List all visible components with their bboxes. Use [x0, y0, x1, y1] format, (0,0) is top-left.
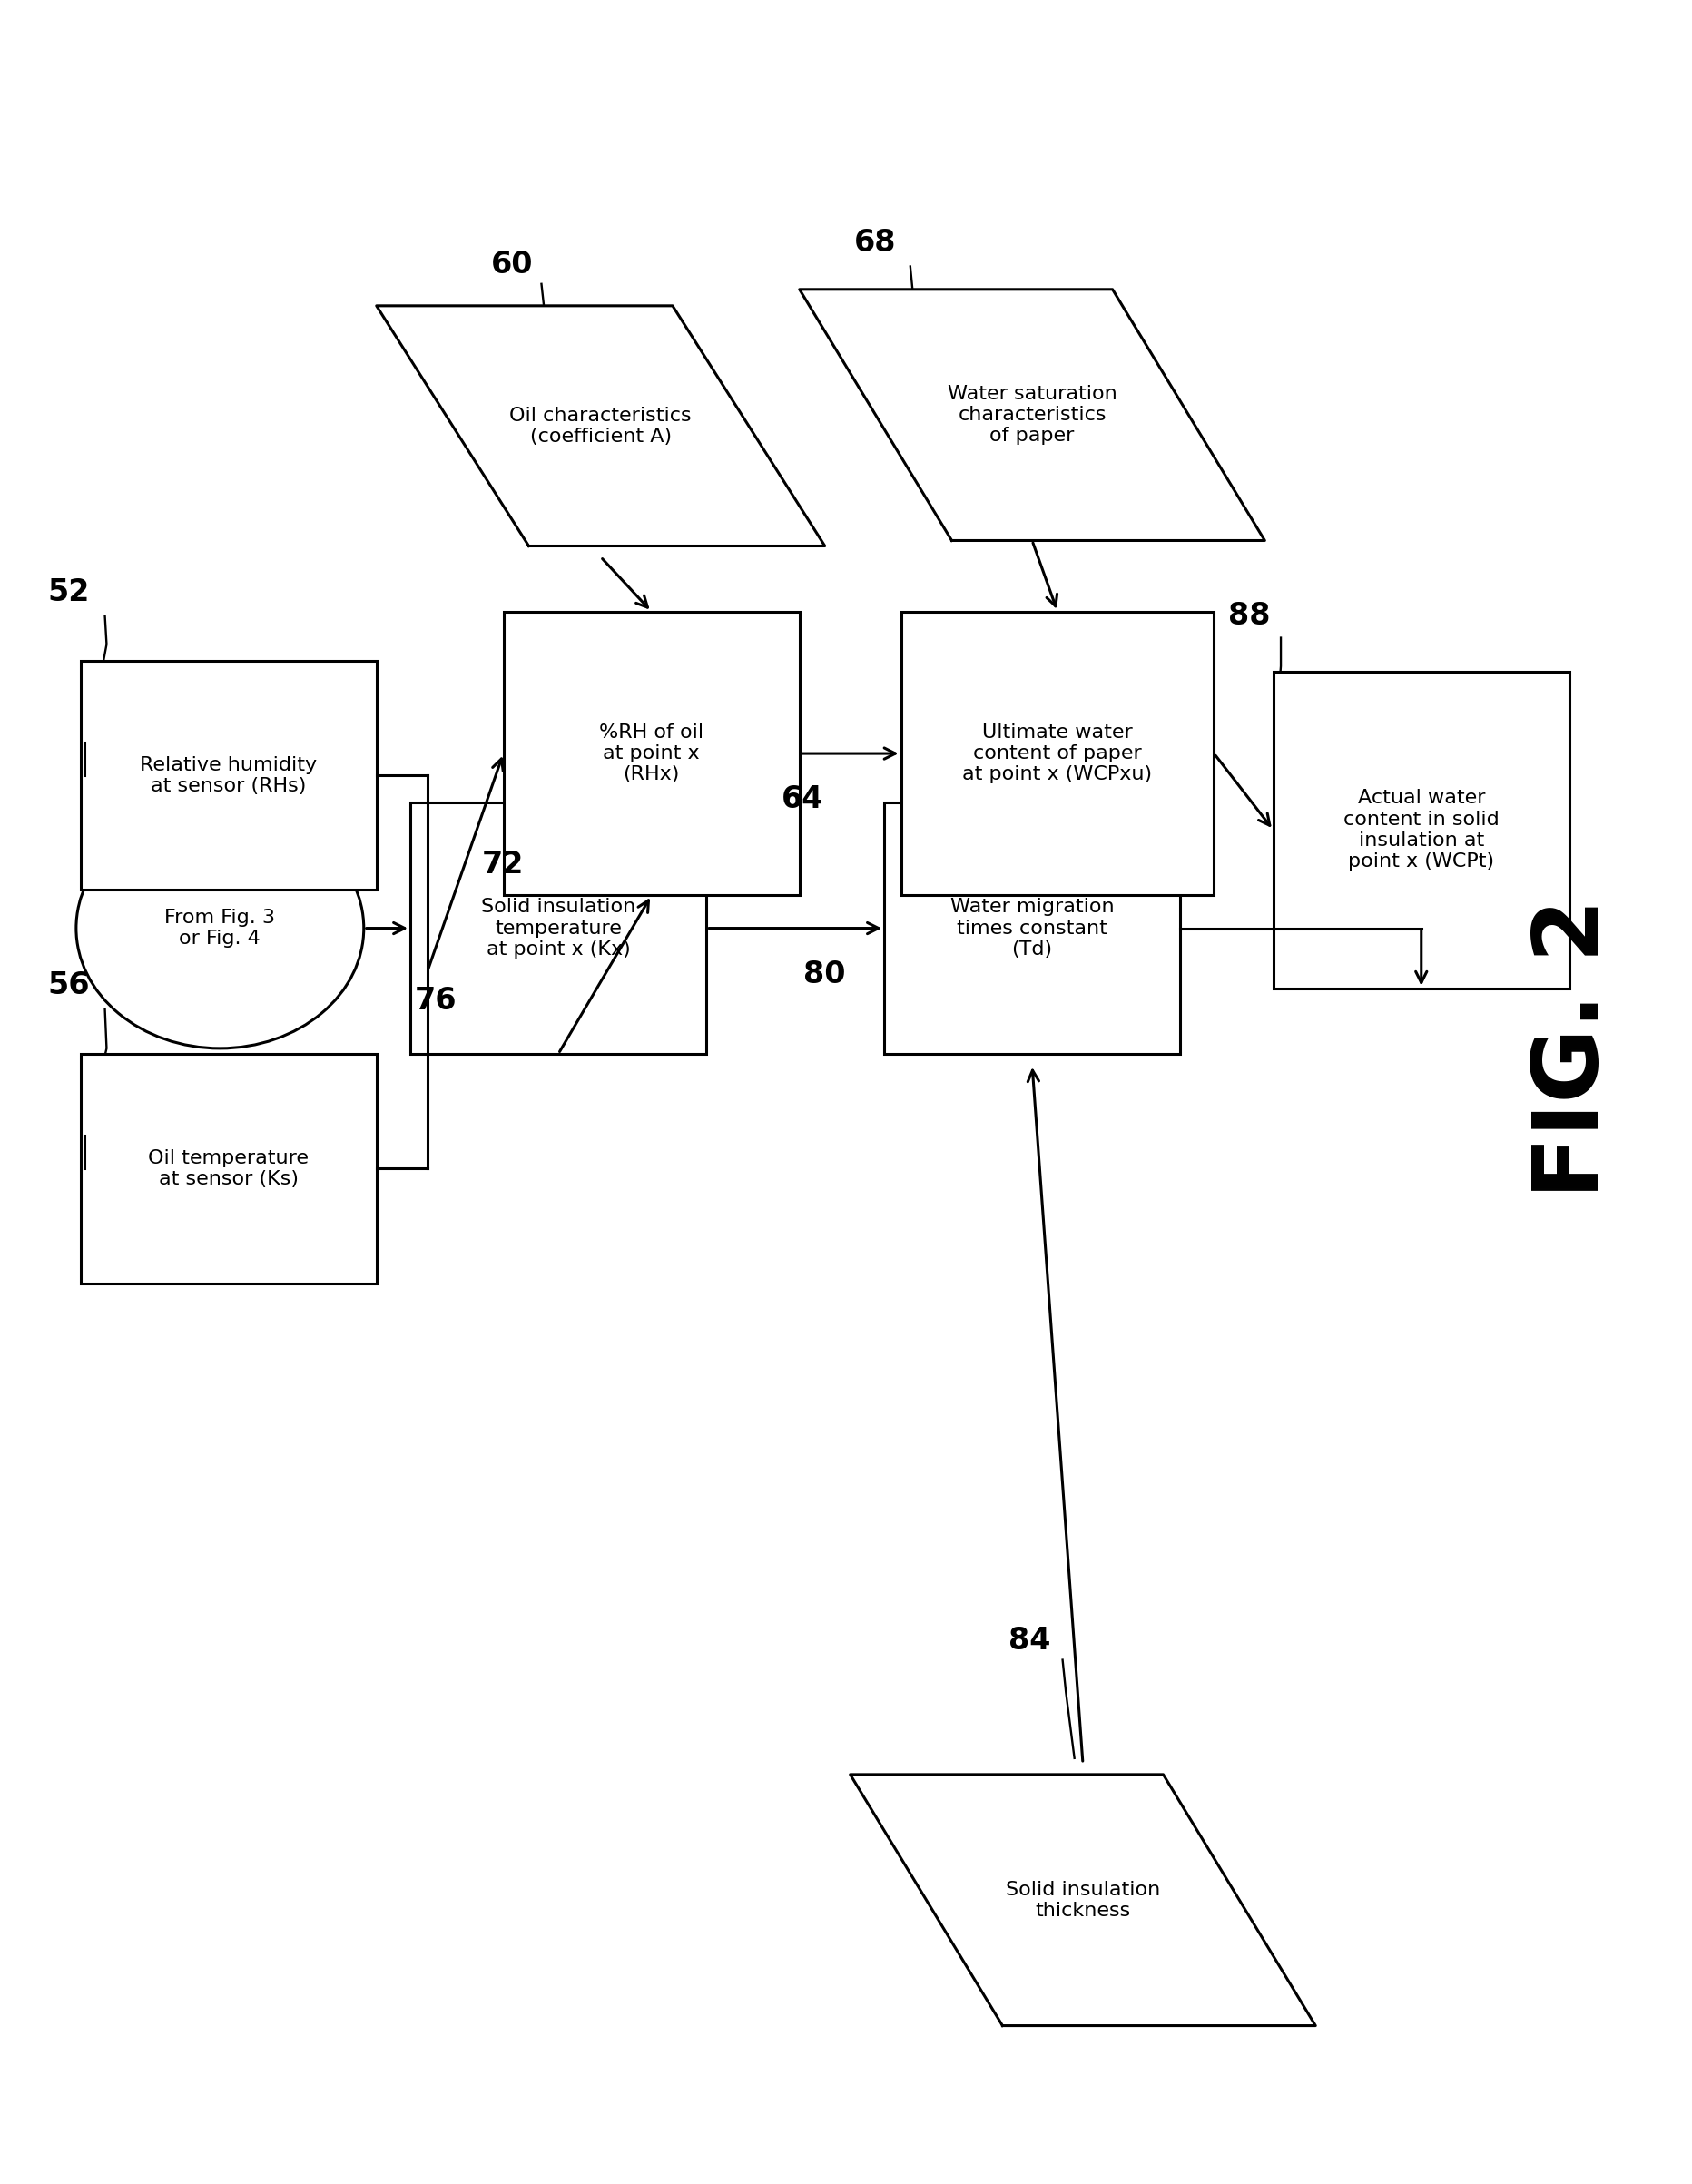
Bar	[411, 804, 707, 1055]
Text: 56: 56	[47, 970, 90, 1000]
Text: 76: 76	[415, 985, 457, 1016]
Text: FIG. 2: FIG. 2	[1530, 898, 1618, 1199]
Bar	[81, 1053, 376, 1284]
Text: Actual water
content in solid
insulation at
point x (WCPt): Actual water content in solid insulation…	[1343, 788, 1499, 871]
Ellipse shape	[76, 808, 364, 1048]
Text: 60: 60	[491, 249, 533, 280]
Text: 52: 52	[47, 577, 90, 607]
Text: Relative humidity
at sensor (RHs): Relative humidity at sensor (RHs)	[140, 756, 316, 795]
Text: Oil temperature
at sensor (Ks): Oil temperature at sensor (Ks)	[149, 1149, 308, 1188]
Text: Water saturation
characteristics
of paper: Water saturation characteristics of pape…	[948, 384, 1117, 446]
Text: 80: 80	[804, 959, 846, 989]
Bar	[1272, 673, 1570, 989]
Text: 64: 64	[782, 784, 824, 815]
Polygon shape	[376, 306, 826, 546]
Polygon shape	[799, 290, 1264, 542]
Bar	[900, 612, 1215, 895]
Text: Solid insulation
thickness: Solid insulation thickness	[1005, 1880, 1161, 1920]
Text: 88: 88	[1228, 601, 1271, 631]
Text: Oil characteristics
(coefficient A): Oil characteristics (coefficient A)	[509, 406, 692, 446]
Text: Solid insulation
temperature
at point x (Kx): Solid insulation temperature at point x …	[481, 898, 636, 959]
Text: 68: 68	[854, 227, 897, 258]
Text: From Fig. 3
or Fig. 4: From Fig. 3 or Fig. 4	[164, 909, 276, 948]
Text: 84: 84	[1008, 1625, 1051, 1655]
Text: %RH of oil
at point x
(RHx): %RH of oil at point x (RHx)	[599, 723, 704, 784]
Text: Ultimate water
content of paper
at point x (WCPxu): Ultimate water content of paper at point…	[963, 723, 1152, 784]
Text: Water migration
times constant
(Td): Water migration times constant (Td)	[951, 898, 1113, 959]
Polygon shape	[849, 1773, 1316, 2027]
Bar	[81, 662, 376, 891]
Bar	[883, 804, 1181, 1055]
Text: 72: 72	[482, 850, 525, 880]
Bar	[504, 612, 799, 895]
